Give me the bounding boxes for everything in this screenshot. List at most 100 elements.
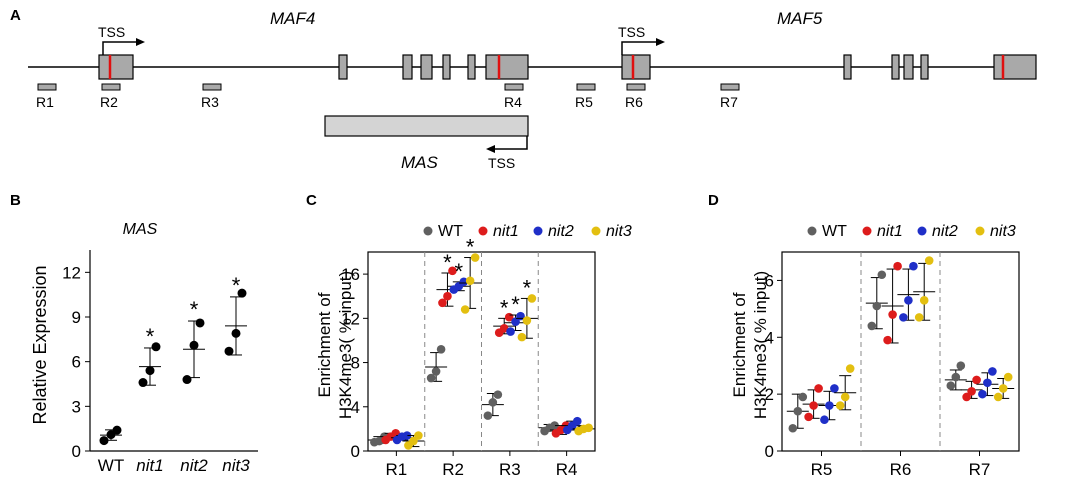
legend-label-WT: WT (438, 223, 463, 240)
legend-label-nit1: nit1 (877, 223, 903, 240)
data-point (182, 375, 192, 385)
maf4-exon-5 (442, 54, 451, 80)
region-label-r3: R3 (201, 94, 219, 110)
data-point-nit2 (830, 384, 839, 393)
legend-marker-WT (807, 226, 817, 236)
x-tick-label-R6: R6 (890, 460, 912, 479)
data-point-nit2 (988, 367, 997, 376)
legend-marker-nit2 (917, 226, 927, 236)
legend-marker-nit2 (533, 226, 543, 236)
maf5-exon-2 (843, 54, 852, 80)
x-tick-label: WT (98, 456, 124, 475)
data-point-nit1 (443, 291, 452, 301)
data-point-nit3 (517, 332, 527, 342)
data-point (151, 342, 161, 352)
data-point-WT (946, 381, 956, 390)
significance-star: * (523, 275, 532, 300)
mas-tss-label: TSS (488, 155, 515, 171)
x-tick-label-R3: R3 (499, 460, 521, 479)
primer-r7 (720, 83, 740, 91)
data-point-nit1 (809, 401, 818, 410)
data-point-WT (793, 406, 803, 416)
data-point (99, 436, 109, 446)
maf4-exon-7 (485, 54, 529, 80)
panel-c-label: C (306, 192, 317, 209)
region-label-r6: R6 (625, 94, 643, 110)
y-tick-label: 0 (351, 442, 360, 461)
x-tick-label-R4: R4 (556, 460, 578, 479)
gene-maf5-label: MAF5 (777, 9, 823, 28)
data-point-nit1 (814, 384, 823, 393)
y-tick-label: 12 (62, 263, 81, 282)
x-tick-label: nit2 (180, 456, 208, 475)
panel-c: C Enrichment of H3K4me3( % input) WT nit1… (306, 192, 632, 479)
data-point-nit3 (924, 256, 934, 265)
region-label-r1: R1 (36, 94, 54, 110)
maf5-tss-label: TSS (618, 24, 645, 40)
data-point-nit2 (904, 296, 913, 305)
panel-b: B MAS Relative Expression 0 3 6 9 12 WT nit1 * n… (10, 192, 258, 475)
panel-d: D Enrichment of H3K4me3( % input) WT nit1… (708, 192, 1020, 479)
primer-r3 (202, 83, 222, 91)
data-point-nit2 (909, 261, 918, 271)
data-point-WT (872, 301, 882, 311)
legend-label-WT: WT (822, 223, 847, 240)
maf4-exon-1 (98, 54, 134, 80)
y-tick-label: 4 (765, 328, 774, 347)
data-point-nit3 (998, 384, 1008, 393)
x-tick-label-R7: R7 (969, 460, 991, 479)
significance-star: * (443, 250, 452, 275)
data-point-WT (436, 344, 446, 354)
maf5-exon-4 (903, 54, 914, 80)
data-point-nit1 (804, 412, 813, 422)
chart-c-legend: WT nit1 nit2 nit3 (423, 223, 632, 240)
panel-d-label: D (708, 192, 719, 209)
data-point-nit3 (522, 316, 532, 325)
x-tick-label-R1: R1 (386, 460, 408, 479)
primer-r4 (504, 83, 524, 91)
significance-star: * (455, 259, 464, 284)
y-tick-label: 3 (72, 397, 81, 416)
data-point-nit3 (470, 253, 480, 262)
maf5-tss-arrow (621, 41, 658, 55)
chart-d-plot: 0 2 4 6 R5 R6 R7 (765, 251, 1020, 479)
data-point-WT (956, 361, 966, 371)
data-point-nit3 (835, 401, 845, 410)
maf5-exon-6 (993, 54, 1037, 80)
data-point (138, 378, 148, 388)
data-point-nit2 (511, 317, 520, 326)
data-point-WT (550, 421, 559, 430)
data-point-nit3 (993, 392, 1003, 402)
data-point-nit2 (825, 401, 834, 410)
data-point (237, 288, 247, 298)
data-point-WT (483, 411, 493, 420)
data-point-nit2 (506, 327, 515, 336)
x-tick-label: nit1 (136, 456, 163, 475)
maf5-tss-arrowhead (656, 38, 665, 46)
y-tick-label: 2 (765, 385, 774, 404)
data-point-WT (798, 392, 808, 402)
legend-marker-nit3 (975, 226, 985, 236)
data-point (231, 328, 241, 338)
legend-marker-nit1 (862, 226, 872, 236)
data-point-WT (951, 372, 961, 382)
chart-d-ylabel-line1: Enrichment of (730, 292, 749, 397)
data-point-nit2 (459, 277, 469, 287)
legend-marker-nit3 (591, 226, 601, 236)
legend-label-nit2: nit2 (548, 223, 574, 240)
y-tick-label: 8 (351, 354, 360, 373)
data-point-nit2 (899, 313, 908, 322)
significance-star: * (511, 292, 520, 317)
maf4-tss-arrow (102, 41, 138, 55)
data-point-nit3 (465, 276, 475, 286)
region-label-r2: R2 (100, 94, 118, 110)
x-tick-label: nit3 (222, 456, 250, 475)
legend-marker-nit1 (478, 226, 488, 236)
data-point-nit3 (409, 436, 418, 446)
data-point-nit1 (972, 375, 981, 385)
y-tick-label: 0 (765, 442, 774, 461)
data-point-nit2 (820, 415, 829, 425)
chart-c-ylabel-line2: H3K4me3( % input) (336, 271, 355, 419)
panel-a: A MAF4 MAF5 TSS TSS (10, 7, 1037, 172)
